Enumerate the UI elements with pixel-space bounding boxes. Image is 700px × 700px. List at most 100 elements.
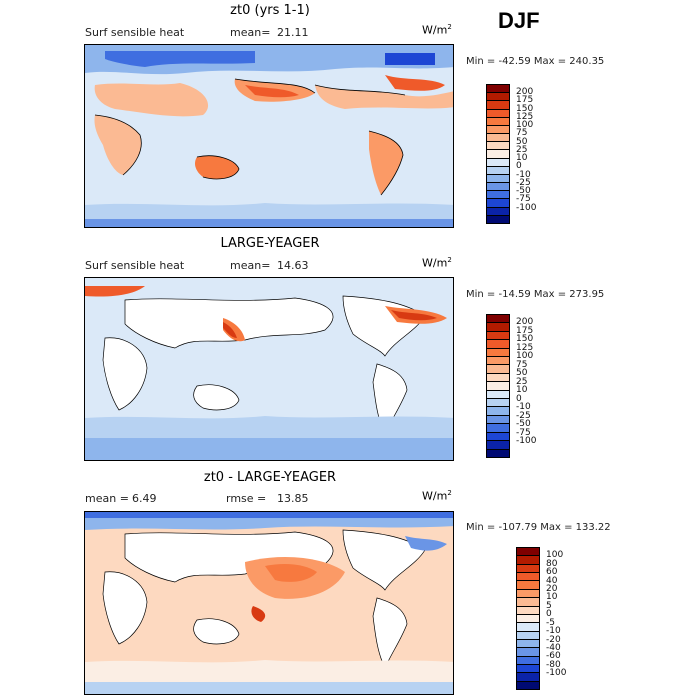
colorbar-label: -100 (546, 668, 567, 679)
colorbar-swatch (517, 614, 539, 624)
colorbar-label: 0 (516, 393, 522, 404)
colorbar-swatch (487, 125, 509, 135)
panel-2-units: W/m2 (422, 256, 452, 270)
colorbar-swatch (487, 449, 509, 457)
colorbar-label: 100 (546, 550, 564, 561)
colorbar-swatch (517, 656, 539, 666)
colorbar-swatch (517, 573, 539, 582)
colorbar-label: -10 (516, 402, 531, 413)
colorbar-swatch (517, 589, 539, 599)
colorbar-label: 20 (546, 584, 558, 595)
colorbar-label: 0 (516, 161, 522, 172)
panel-2-map-graphic (85, 278, 453, 460)
colorbar-swatch (517, 639, 539, 649)
colorbar-swatch (487, 150, 509, 159)
panel-3-units: W/m2 (422, 489, 452, 503)
colorbar-label: 25 (516, 144, 528, 155)
colorbar-swatch (487, 158, 509, 167)
panel-2-colorbar (486, 314, 510, 458)
colorbar-label: 200 (516, 317, 534, 328)
colorbar-swatch (487, 365, 509, 374)
colorbar-label: -5 (546, 617, 555, 628)
colorbar-swatch (517, 673, 539, 682)
colorbar-label: 150 (516, 334, 534, 345)
colorbar-swatch (517, 581, 539, 590)
panel-3-title: zt0 - LARGE-YEAGER (203, 470, 337, 485)
colorbar-swatch (487, 117, 509, 126)
panel-1-map (84, 44, 454, 228)
panel-2-mean-value: 14.63 (277, 259, 309, 272)
colorbar-label: 75 (516, 359, 528, 370)
colorbar-label: -40 (546, 642, 561, 653)
colorbar-swatch (517, 648, 539, 657)
colorbar-swatch (487, 432, 509, 442)
panel-3-minmax: Min = -107.79 Max = 133.22 (466, 522, 611, 533)
panel-3-rmse-label: rmse = (226, 492, 267, 505)
panel-2-map (84, 277, 454, 461)
colorbar-label: 175 (516, 325, 534, 336)
colorbar-label: 100 (516, 120, 534, 131)
colorbar-swatch (487, 207, 509, 216)
colorbar-label: -10 (516, 169, 531, 180)
colorbar-label: 5 (546, 600, 552, 611)
colorbar-label: 125 (516, 342, 534, 353)
colorbar-swatch (517, 606, 539, 615)
panel-2-minmax: Min = -14.59 Max = 273.95 (466, 289, 605, 300)
panel-3-mean-value: 6.49 (132, 492, 157, 505)
colorbar-swatch (517, 548, 539, 557)
colorbar-swatch (487, 215, 509, 223)
colorbar-swatch (517, 564, 539, 574)
colorbar-swatch (487, 373, 509, 383)
colorbar-label: -100 (516, 436, 537, 447)
colorbar-label: 175 (516, 95, 534, 106)
colorbar-label: 75 (516, 128, 528, 139)
colorbar-swatch (517, 631, 539, 640)
panel-1-minmax: Min = -42.59 Max = 240.35 (466, 56, 605, 67)
colorbar-swatch (487, 142, 509, 151)
colorbar-label: -25 (516, 410, 531, 421)
colorbar-label: 200 (516, 87, 534, 98)
colorbar-swatch (487, 85, 509, 94)
colorbar-label: 0 (546, 609, 552, 620)
panel-2-variable-label: Surf sensible heat (85, 259, 185, 272)
colorbar-swatch (487, 174, 509, 184)
colorbar-label: -75 (516, 427, 531, 438)
colorbar-label: 60 (546, 567, 558, 578)
colorbar-label: -50 (516, 419, 531, 430)
colorbar-swatch (487, 390, 509, 400)
colorbar-label: 150 (516, 103, 534, 114)
colorbar-swatch (487, 93, 509, 102)
colorbar-swatch (487, 382, 509, 391)
colorbar-label: -25 (516, 177, 531, 188)
colorbar-label: -60 (546, 651, 561, 662)
colorbar-swatch (487, 191, 509, 200)
colorbar-swatch (487, 441, 509, 450)
colorbar-swatch (487, 407, 509, 416)
colorbar-swatch (487, 315, 509, 324)
colorbar-swatch (487, 399, 509, 408)
colorbar-label: -10 (546, 626, 561, 637)
colorbar-label: 10 (516, 385, 528, 396)
panel-1-mean-value: 21.11 (277, 26, 309, 39)
panel-1-colorbar (486, 84, 510, 224)
colorbar-label: 80 (546, 558, 558, 569)
colorbar-swatch (487, 101, 509, 110)
colorbar-label: 50 (516, 136, 528, 147)
colorbar-swatch (487, 424, 509, 433)
panel-3-colorbar (516, 547, 540, 690)
colorbar-label: -80 (546, 659, 561, 670)
colorbar-swatch (517, 665, 539, 674)
colorbar-label: 100 (516, 351, 534, 362)
colorbar-swatch (487, 340, 509, 349)
colorbar-label: -50 (516, 186, 531, 197)
panel-1-title: zt0 (yrs 1-1) (230, 3, 310, 18)
colorbar-swatch (487, 357, 509, 366)
colorbar-swatch (487, 183, 509, 192)
season-label: DJF (498, 8, 540, 33)
panel-2-title: LARGE-YEAGER (220, 236, 320, 251)
panel-1-map-graphic (85, 45, 453, 227)
colorbar-swatch (487, 199, 509, 208)
colorbar-label: 50 (516, 368, 528, 379)
panel-3-rmse-value: 13.85 (277, 492, 309, 505)
colorbar-label: 10 (546, 592, 558, 603)
